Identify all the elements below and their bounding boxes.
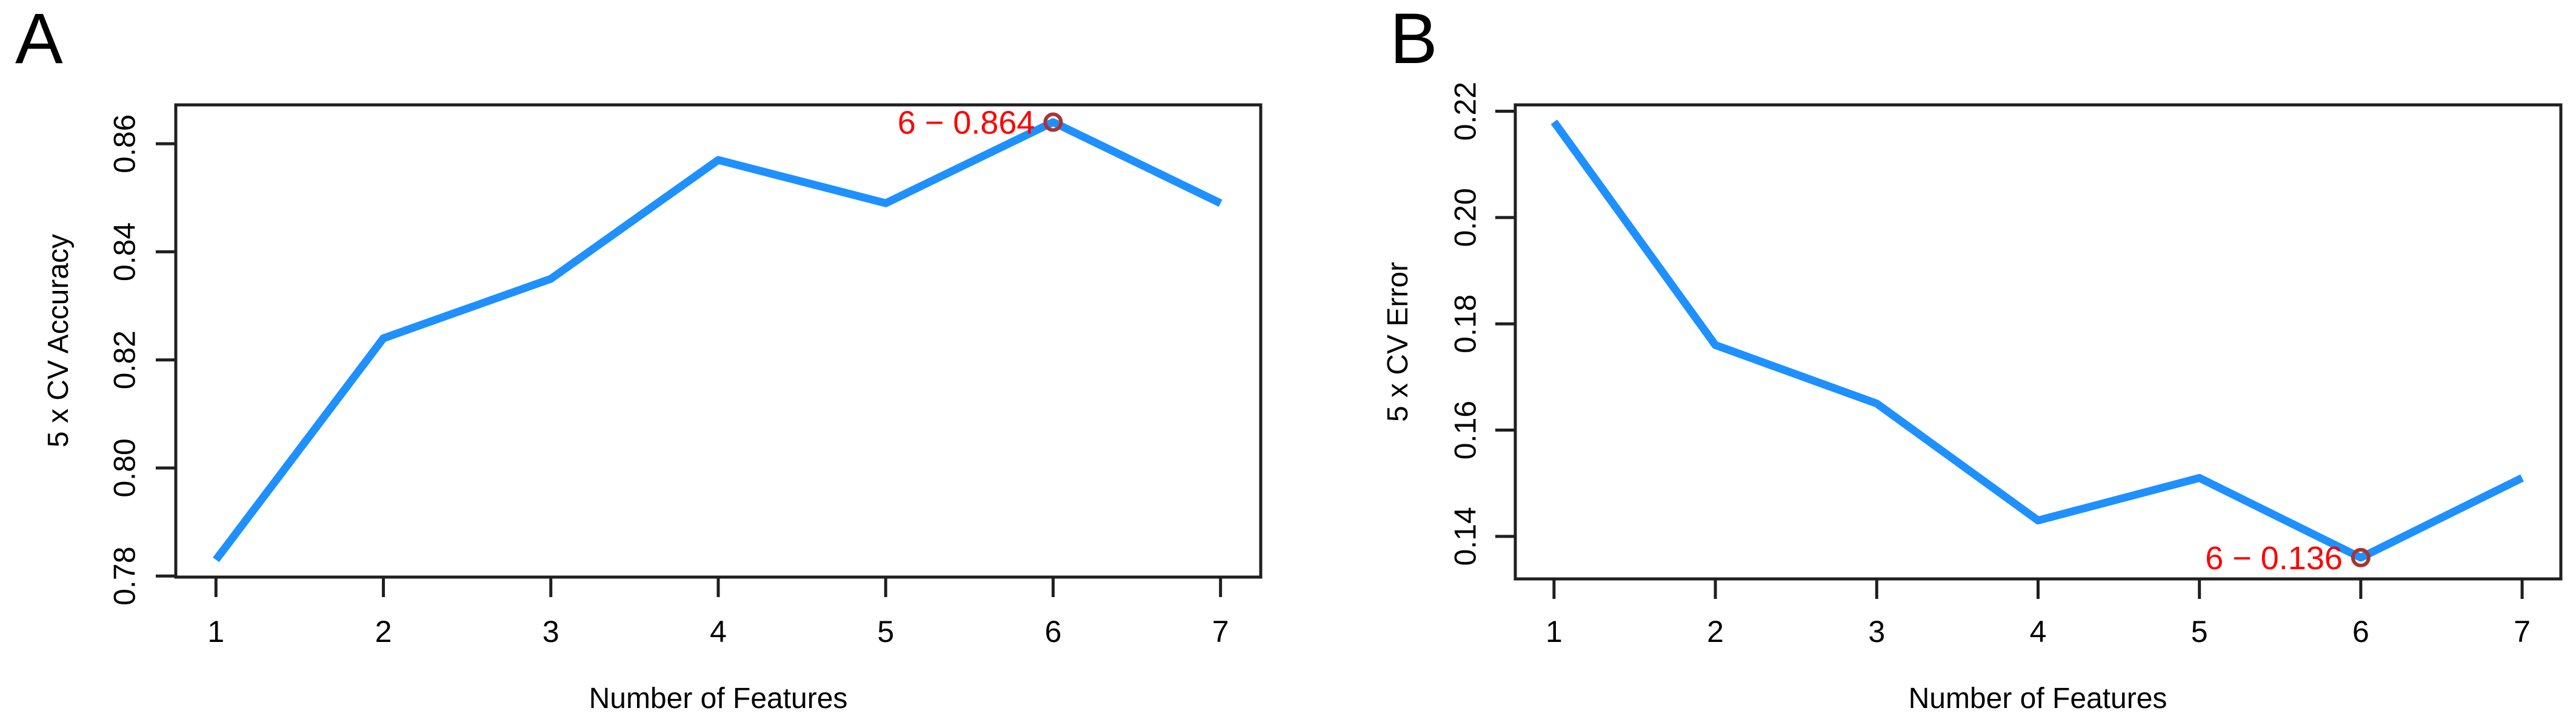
x-tick-label: 1	[207, 615, 224, 649]
panel-b-axes: 1 2 3 4 5 6 7 0.14 0.16 0.18 0.20 0.22	[1449, 82, 2563, 649]
y-tick-label: 0.84	[108, 222, 142, 281]
x-tick-label: 4	[2030, 615, 2047, 649]
panel-a-y-axis-title: 5 x CV Accuracy	[42, 234, 75, 447]
panel-b-y-axis-title: 5 x CV Error	[1382, 262, 1414, 422]
y-tick-label: 0.80	[108, 438, 142, 497]
panel-a-axes: 1 2 3 4 5 6 7 0.78 0.80 0.82 0.84 0.86	[108, 103, 1263, 649]
x-tick-label: 3	[1868, 615, 1885, 649]
x-tick-label: 2	[375, 615, 392, 649]
x-tick-label: 1	[1546, 615, 1563, 649]
y-tick-label: 0.82	[108, 330, 142, 389]
panel-b-x-axis-title: Number of Features	[1909, 683, 2167, 715]
panel-a-x-axis-title: Number of Features	[589, 683, 848, 715]
panel-b-annotation-text: 6 − 0.136	[2205, 540, 2343, 576]
x-tick-label: 4	[710, 615, 727, 649]
y-tick-label: 0.86	[108, 115, 142, 173]
panel-b: B 1 2 3 4 5 6 7 0.14 0.16 0.18 0.20 0.22 5 x CV Err…	[1382, 0, 2563, 715]
plot-box	[1513, 103, 2563, 581]
annotation-circle-marker	[2351, 547, 2371, 567]
y-tick-label: 0.22	[1449, 82, 1483, 141]
y-tick-label: 0.78	[108, 547, 142, 606]
x-tick-label: 6	[2352, 615, 2369, 649]
y-tick-label: 0.14	[1449, 507, 1483, 566]
panel-b-letter: B	[1390, 0, 1438, 79]
x-tick-label: 7	[1212, 615, 1229, 649]
y-tick-label: 0.18	[1449, 295, 1483, 353]
panel-a-letter: A	[15, 0, 63, 79]
data-line	[213, 118, 1223, 563]
x-tick-label: 2	[1707, 615, 1724, 649]
x-tick-label: 5	[877, 615, 894, 649]
y-tick-label: 0.16	[1449, 401, 1483, 459]
panel-a: A 1 2 3 4 5 6 7 0.78 0.80 0.82 0.84 0.86 5 x CV Acc…	[15, 0, 1263, 715]
plot-box	[174, 103, 1263, 579]
panel-a-series	[213, 118, 1223, 563]
panel-b-annotation: 6 − 0.136	[2205, 540, 2371, 576]
x-tick-label: 7	[2514, 615, 2531, 649]
x-tick-label: 3	[542, 615, 559, 649]
panel-b-series	[1550, 119, 2524, 562]
panel-a-annotation: 6 − 0.864	[898, 105, 1063, 141]
y-tick-label: 0.20	[1449, 188, 1483, 247]
panel-a-annotation-text: 6 − 0.864	[898, 105, 1035, 141]
x-tick-label: 5	[2191, 615, 2208, 649]
data-line	[1550, 119, 2524, 562]
annotation-circle-marker	[1043, 112, 1063, 132]
x-tick-label: 6	[1045, 615, 1062, 649]
